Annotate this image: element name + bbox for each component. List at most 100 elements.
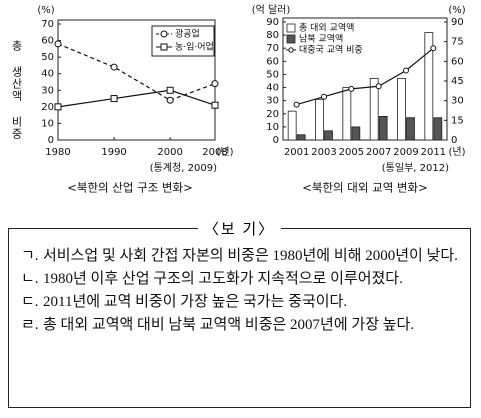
marker: [110, 95, 118, 103]
marker: [54, 40, 62, 48]
y-tick-label: 40: [41, 69, 54, 80]
legend-swatch: [286, 34, 296, 44]
y-tick-label: 0: [48, 135, 54, 146]
marker: [403, 67, 409, 74]
item-text: 서비스업 및 사회 간접 자본의 비중은 1980년에 비해 2000년이 낮다…: [43, 248, 458, 264]
x-tick-label: 2009: [393, 147, 418, 158]
y2-tick-label: 45: [451, 76, 464, 87]
example-box: 〈보 기〉 ㄱ. 서비스업 및 사회 간접 자본의 비중은 1980년에 비해 2…: [8, 222, 471, 408]
y2-tick-label: 75: [451, 37, 464, 48]
plot-frame: [282, 17, 448, 141]
bar: [397, 77, 406, 141]
bar: [369, 77, 379, 141]
y2-tick-label: 0: [451, 135, 457, 146]
y-tick-label: 60: [266, 56, 279, 67]
marker: [321, 93, 327, 100]
legend-label: 대중국 교역 비중: [299, 45, 363, 56]
items: ㄱ. 서비스업 및 사회 간접 자본의 비중은 1980년에 비해 2000년이 …: [21, 245, 462, 337]
legend-label: 총 대외 교역액: [299, 22, 354, 34]
y-tick-label: 70: [41, 19, 54, 30]
y-tick-label: 90: [266, 17, 279, 28]
x-tick-label: 2005: [339, 147, 364, 158]
y2-tick-label: 60: [451, 56, 464, 67]
bar: [433, 117, 443, 141]
marker: [211, 80, 219, 88]
x-tick-label: 2003: [311, 147, 336, 158]
legend-marker: [288, 47, 294, 53]
marker: [54, 103, 62, 111]
x-tick-label: 2008: [202, 147, 227, 158]
marker: [348, 85, 355, 92]
item-marker: ㄹ.: [21, 317, 39, 333]
box-title: 〈보 기〉: [197, 222, 282, 238]
item-text: 2011년에 교역 비중이 가장 높은 국가는 중국이다.: [43, 294, 348, 310]
marker: [110, 63, 118, 71]
x-tick-label: 2000: [157, 147, 182, 158]
y-tick-label: 80: [266, 30, 279, 41]
series-line: [57, 43, 216, 101]
bar: [406, 117, 415, 141]
y-tick-label: 20: [41, 102, 54, 113]
marker: [293, 101, 300, 108]
y-label: 총 생산액 비중: [10, 40, 23, 140]
y-tick-label: 20: [266, 109, 279, 120]
bar: [378, 116, 388, 141]
y-tick-label: 40: [266, 83, 279, 94]
y-tick-label: 10: [266, 122, 279, 133]
x-tick-label: 2007: [366, 147, 391, 158]
marker: [166, 96, 174, 104]
legend-label: 광공업: [175, 28, 200, 40]
bar: [287, 110, 297, 141]
item: ㄱ. 서비스업 및 사회 간접 자본의 비중은 1980년에 비해 2000년이 …: [21, 245, 462, 268]
item: ㄷ. 2011년에 교역 비중이 가장 높은 국가는 중국이다.: [21, 291, 462, 314]
item-marker: ㄷ.: [21, 294, 39, 310]
y-tick-label: 10: [41, 118, 54, 129]
legend-marker: [160, 43, 168, 51]
y2-tick-label: 90: [451, 17, 464, 28]
item-text: 총 대외 교역액 대비 남북 교역액 비중은 2007년에 가장 높다.: [43, 317, 415, 333]
caption: <북한의 대외 교역 변화>: [302, 181, 427, 195]
x-tick-label: 2001: [284, 147, 309, 158]
y2-tick-label: 15: [451, 115, 464, 126]
x-tick-label: 1980: [45, 147, 70, 158]
source: (통일부, 2012): [382, 162, 449, 174]
bar: [315, 98, 324, 141]
legend-label: 남북 교역액: [299, 33, 343, 45]
x-unit: (년): [448, 146, 465, 158]
series-line: [57, 89, 216, 108]
marker: [430, 45, 437, 52]
source: (통계청, 2009): [150, 162, 217, 174]
item-text: 1980년 이후 산업 구조의 고도화가 지속적으로 이루어졌다.: [43, 271, 403, 287]
x-unit: (년): [216, 146, 233, 158]
y-tick-label: 60: [41, 36, 54, 47]
marker: [375, 83, 382, 90]
marker: [166, 86, 174, 94]
charts: 0 10 20 30 40 50 60 70 (%) (년) (통계청, 2009) <북한의 산업 …: [10, 4, 466, 195]
y-tick-label: 0: [273, 135, 279, 146]
y-tick-label: 30: [41, 85, 54, 96]
legend-label: 농·임·어업: [175, 41, 214, 53]
y2-unit: (%): [448, 5, 465, 16]
x-tick-label: 1990: [101, 147, 126, 158]
y-unit: (억 달러): [252, 4, 291, 16]
bar: [296, 134, 306, 141]
box-title-wrap: 〈보 기〉: [9, 218, 470, 239]
item-marker: ㄴ.: [21, 271, 39, 287]
caption: <북한의 산업 구조 변화>: [67, 181, 192, 195]
y-tick-label: 30: [266, 96, 279, 107]
legend-swatch: [286, 23, 296, 33]
bar: [324, 130, 333, 141]
bar: [424, 32, 434, 141]
marker: [211, 101, 219, 109]
y-tick-label: 50: [41, 52, 54, 63]
item: ㄹ. 총 대외 교역액 대비 남북 교역액 비중은 2007년에 가장 높다.: [21, 314, 462, 337]
y-tick-label: 50: [266, 69, 279, 80]
item: ㄴ. 1980년 이후 산업 구조의 고도화가 지속적으로 이루어졌다.: [21, 268, 462, 291]
legend-marker: [160, 30, 168, 38]
x-tick-label: 2011: [421, 147, 446, 158]
plot-frame: [57, 19, 216, 141]
series-line: [296, 47, 434, 106]
